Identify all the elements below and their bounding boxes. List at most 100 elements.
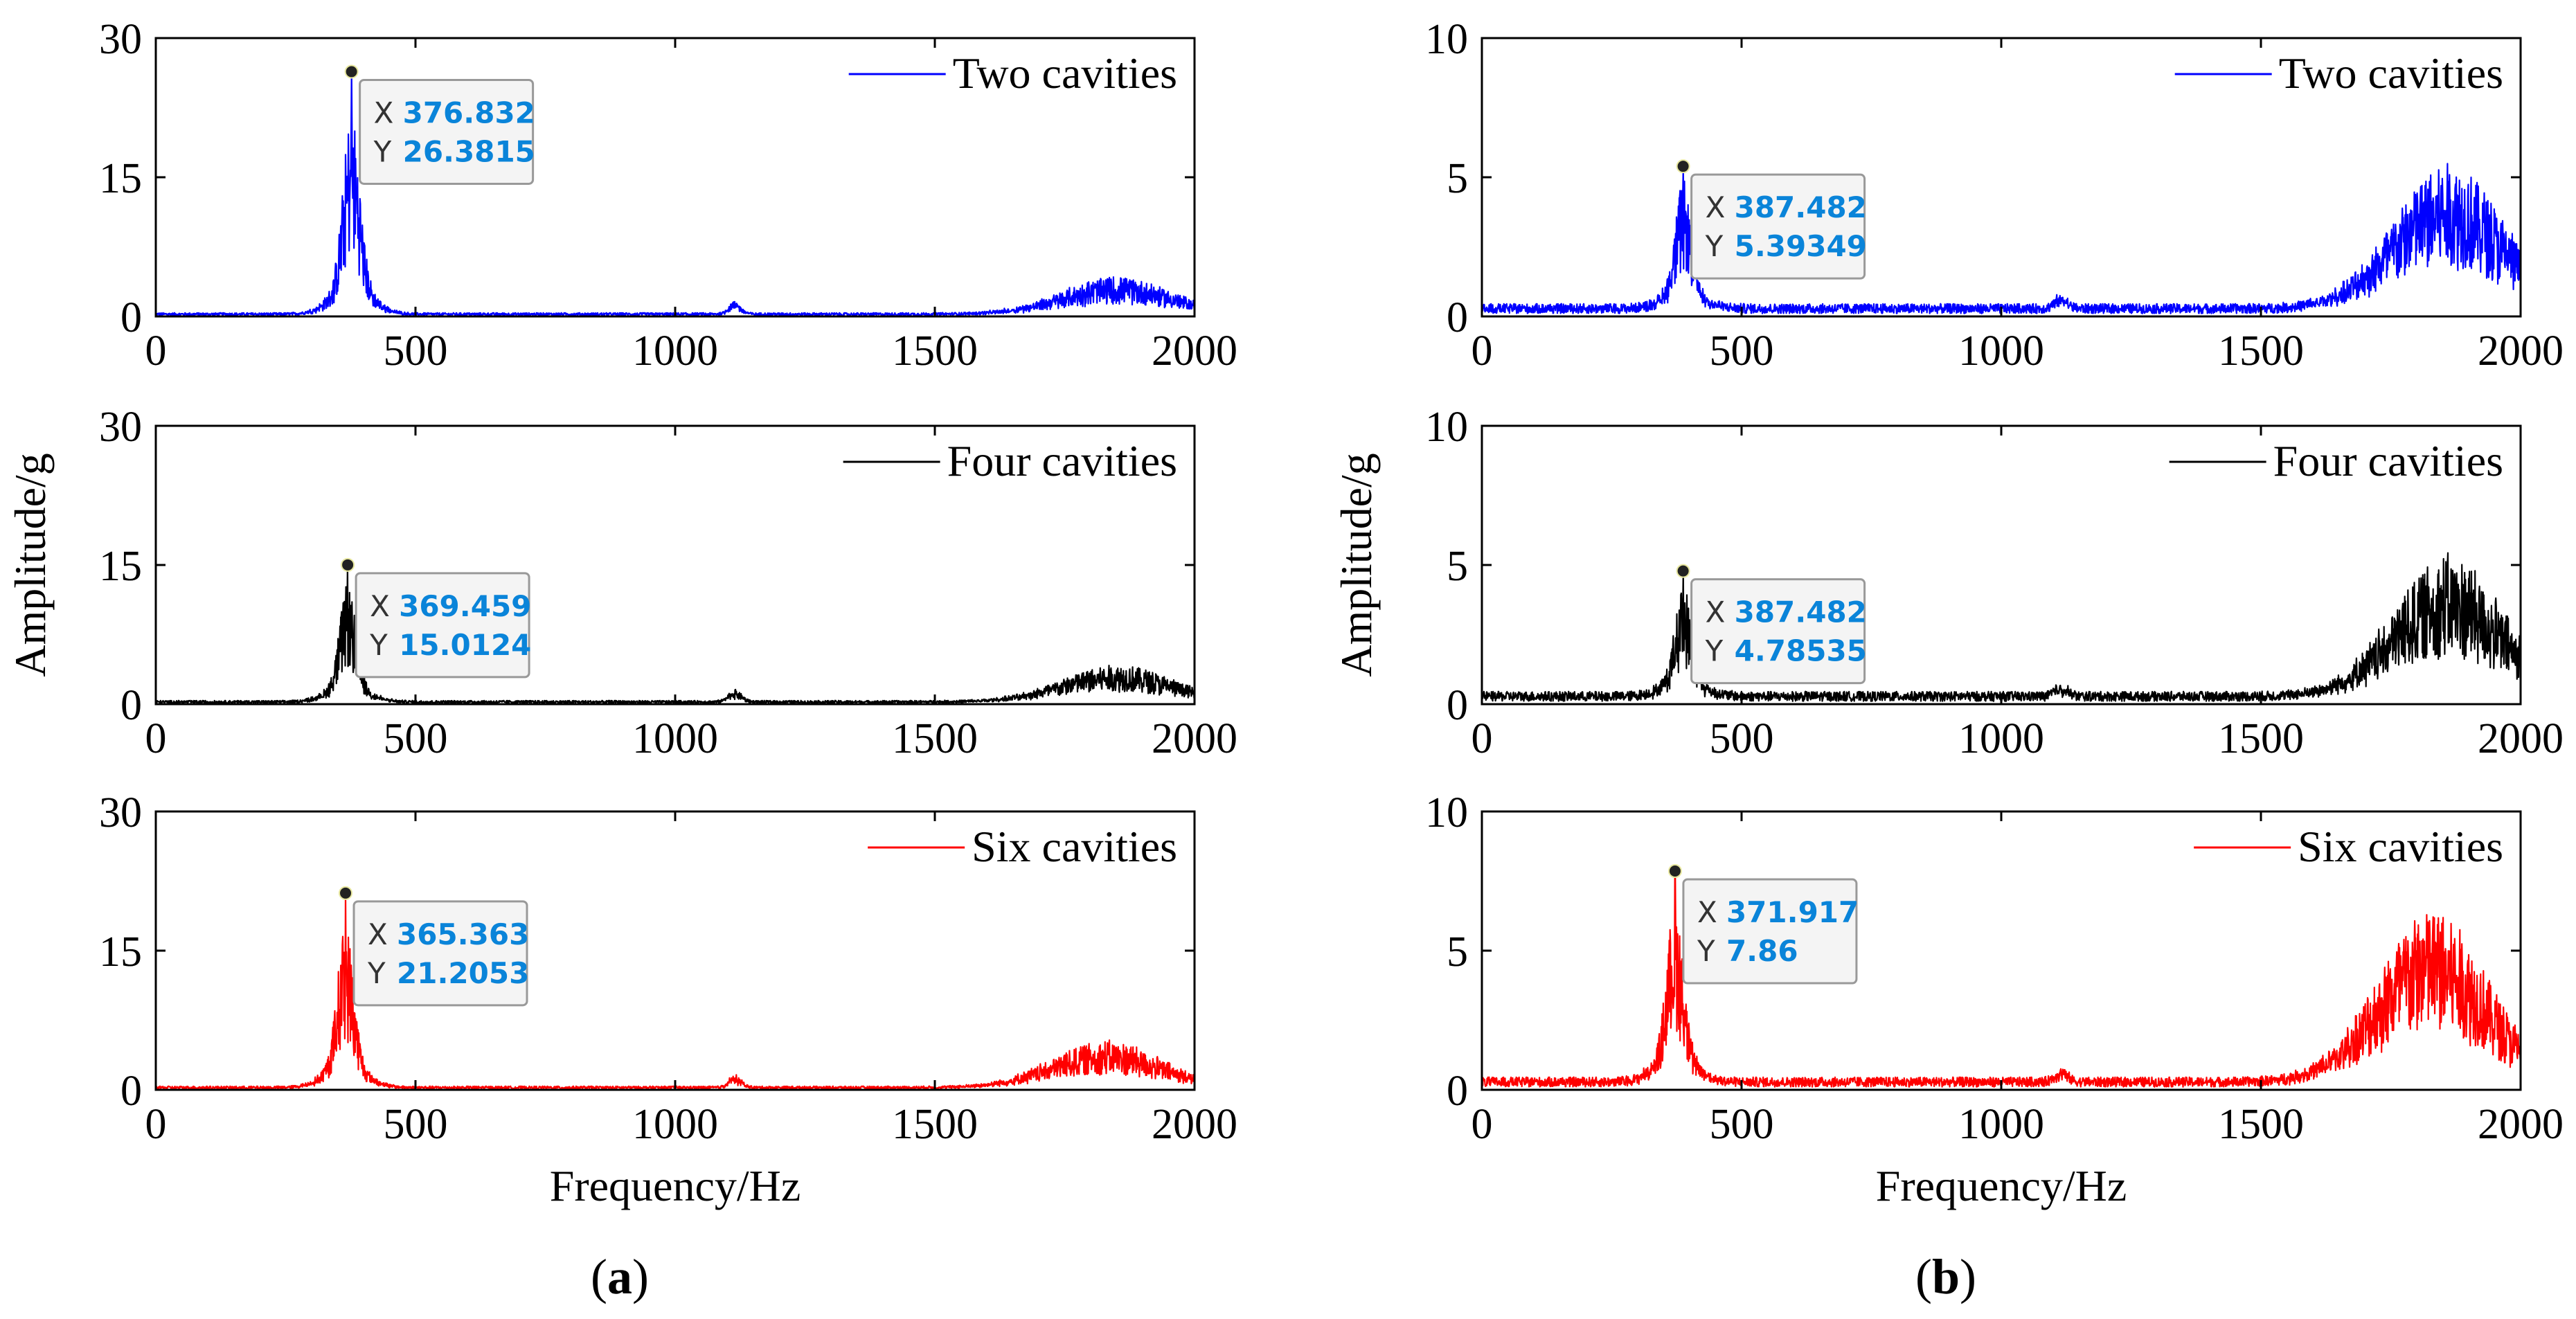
x-tick-label: 2000 [1152,1101,1237,1148]
datatip-y-label: Y [369,628,388,662]
panel-label-a: (a) [591,1249,649,1304]
y-tick-label: 15 [99,155,142,202]
datatip-x-label: X [370,589,390,623]
series-line-5 [1481,552,2522,702]
x-tick-label: 500 [1710,715,1774,762]
y-tick-label: 5 [1447,543,1468,590]
x-tick-label: 2000 [2478,715,2564,762]
y-axis-label-b: Amplitude/g [1332,453,1381,677]
x-tick-label: 0 [1472,327,1493,375]
x-tick-label: 0 [145,327,167,375]
datatip-y-value: 15.0124 [399,628,531,662]
x-tick-label: 2000 [2478,327,2564,375]
datatip-y-label: Y [373,134,392,168]
legend-label: Two cavities [2279,48,2503,98]
peak-marker [344,64,359,79]
series-line-2 [155,564,1195,704]
datatip-box [359,78,535,185]
legend-label: Six cavities [2298,822,2503,871]
datatip-y-value: 4.78535 [1735,634,1867,668]
datatip: X 387.482 Y 5.39349 [1690,173,1867,280]
series-line-1 [155,71,1196,316]
x-tick-label: 1000 [1958,327,2044,375]
y-tick-label: 10 [1425,404,1468,451]
datatip: X 371.917 Y 7.86 [1682,878,1859,985]
subplot-6: 0 500 1000 1500 2000 0 5 10 Six cavities X 371.917… [1425,789,2564,1148]
datatip-x-label: X [374,96,394,129]
y-tick-label: 0 [120,682,142,729]
datatip-y-value: 5.39349 [1735,229,1867,263]
y-tick-label: 0 [1447,1068,1468,1115]
datatip: X 387.482 Y 4.78535 [1690,578,1867,685]
datatip-y-label: Y [1705,634,1724,668]
datatip-x-label: X [1706,190,1726,224]
datatip-x-value: 371.917 [1726,895,1859,929]
datatip-y-value: 26.3815 [403,134,535,168]
x-tick-label: 500 [384,715,448,762]
series-line-4 [1481,163,2522,314]
datatip: X 369.459 Y 15.0124 [355,572,531,679]
x-tick-label: 2000 [1152,327,1237,375]
datatip-x-value: 365.363 [397,917,529,951]
x-tick-label: 1500 [892,327,978,375]
x-tick-label: 0 [1472,715,1493,762]
y-tick-label: 10 [1425,16,1468,63]
y-tick-label: 10 [1425,789,1468,836]
datatip-y-label: Y [1705,229,1724,263]
peak-marker [1676,564,1690,578]
x-tick-label: 1500 [2218,715,2304,762]
y-tick-label: 0 [1447,294,1468,341]
x-tick-label: 0 [1472,1101,1493,1148]
x-tick-label: 1000 [1958,715,2044,762]
x-axis-label-b: Frequency/Hz [1876,1161,2127,1210]
x-tick-label: 1000 [632,327,718,375]
y-tick-label: 5 [1447,155,1468,202]
legend-label: Two cavities [953,48,1177,98]
subplot-3: 0 500 1000 1500 2000 0 15 30 Six cavities X 365.36… [99,789,1237,1148]
x-tick-label: 500 [1710,1101,1774,1148]
datatip-x-value: 387.482 [1735,190,1867,224]
x-tick-label: 500 [384,327,448,375]
x-tick-label: 1000 [1958,1101,2044,1148]
y-tick-label: 30 [99,789,142,836]
subplot-5: 0 500 1000 1500 2000 0 5 10 Four cavities X 387.48… [1425,404,2564,762]
legend: Two cavities [2174,48,2503,98]
y-tick-label: 30 [99,404,142,451]
y-tick-label: 30 [99,16,142,63]
x-tick-label: 1000 [632,1101,718,1148]
peak-marker [339,886,353,900]
datatip-y-value: 7.86 [1726,934,1798,968]
series-line-3 [154,892,1196,1090]
datatip-y-label: Y [367,956,386,990]
subplot-2: 0 500 1000 1500 2000 0 15 30 Four cavities X 369.4… [99,404,1237,762]
datatip-x-value: 376.832 [403,96,535,129]
x-tick-label: 1500 [2218,327,2304,375]
x-tick-label: 1500 [2218,1101,2304,1148]
legend-label: Six cavities [972,822,1177,871]
y-axis-label-a: Amplitude/g [6,453,55,677]
datatip-y-label: Y [1697,934,1715,968]
datatip-box [352,900,528,1007]
peak-marker [1676,159,1690,174]
legend-label: Four cavities [2273,436,2503,485]
datatip-box [1690,578,1866,685]
datatip: X 376.832 Y 26.3815 [359,78,535,185]
legend: Four cavities [843,436,1177,485]
x-tick-label: 0 [145,715,167,762]
legend: Two cavities [848,48,1177,98]
datatip-y-value: 21.2053 [397,956,529,990]
x-tick-label: 500 [384,1101,448,1148]
datatip-x-value: 387.482 [1735,595,1867,629]
y-tick-label: 0 [1447,682,1468,729]
datatip-box [1690,173,1866,280]
y-tick-label: 15 [99,543,142,590]
panel-label-b: (b) [1915,1249,1976,1304]
datatip-x-label: X [1697,895,1717,929]
datatip-x-label: X [368,917,388,951]
datatip-x-value: 369.459 [399,589,531,623]
y-tick-label: 0 [120,294,142,341]
legend: Six cavities [2194,822,2503,871]
peak-marker [1667,864,1682,879]
datatip-box [355,572,530,679]
